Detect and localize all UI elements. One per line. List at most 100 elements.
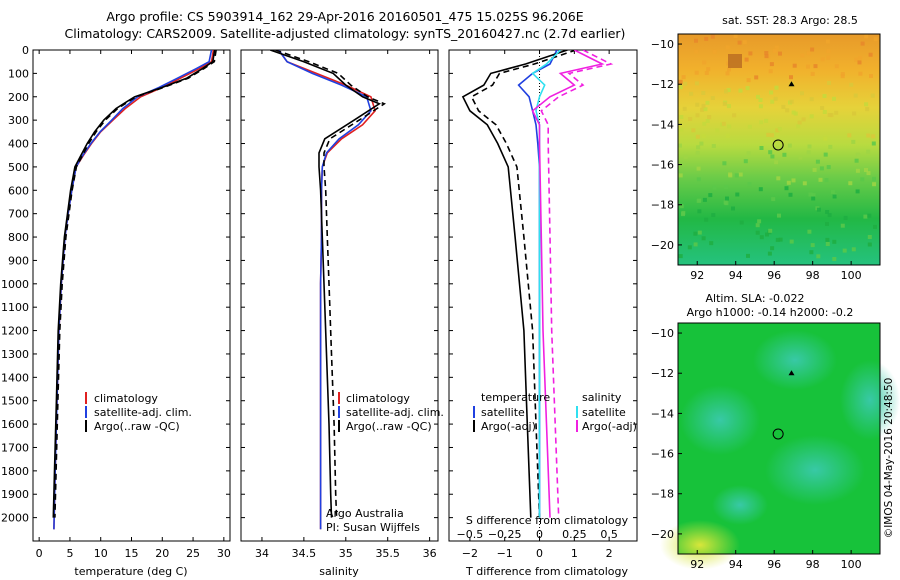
sst-pixel: [712, 185, 717, 190]
sst-map-ytick-label: −18: [651, 199, 674, 212]
sst-pixel: [854, 57, 859, 62]
depth-tick-label: 100: [8, 67, 29, 80]
sst-pixel: [768, 228, 773, 233]
sst-pixel: [742, 40, 747, 45]
sst-pixel: [770, 154, 775, 159]
temperature-axes-frame: [32, 49, 231, 542]
sst-pixel: [678, 85, 683, 90]
sst-pixel: [815, 159, 820, 164]
temperature-xtick-label: 10: [94, 547, 108, 560]
depth-tick-label: 700: [8, 208, 29, 221]
temperature-xlabel: temperature (deg C): [74, 565, 187, 578]
sst-pixel: [693, 231, 698, 236]
temperature-legend: climatology satellite-adj. clim. Argo(..…: [85, 392, 192, 433]
sst-pixel: [863, 214, 868, 219]
sla-map-title-1: Altim. SLA: -0.022: [705, 292, 804, 305]
sst-pixel: [712, 49, 717, 54]
title-line-1: Argo profile: CS 5903914_162 29-Apr-2016…: [106, 9, 583, 24]
sst-pixel: [759, 146, 764, 150]
sst-pixel: [775, 128, 780, 133]
sst-pixel: [701, 134, 706, 138]
difference-legend-s-argo: Argo(-adj): [582, 420, 637, 433]
sst-map-xtick-label: 92: [690, 269, 704, 282]
sst-pixel: [858, 55, 863, 60]
sst-pixel: [739, 220, 744, 225]
sst-pixel: [706, 67, 711, 72]
sst-pixel: [734, 173, 739, 178]
sst-pixel: [722, 161, 727, 166]
sst-pixel: [757, 219, 762, 224]
temperature-legend-argo: Argo(..raw -QC): [94, 420, 180, 433]
depth-tick-label: 900: [8, 254, 29, 267]
sla-map-xtick-label: 92: [690, 558, 704, 571]
sst-pixel: [832, 194, 837, 199]
salinity-diff-tick-label: −0.5: [457, 528, 484, 541]
sla-map-triangle-marker: [788, 370, 795, 376]
sst-pixel: [825, 39, 830, 44]
sst-pixel: [853, 93, 858, 98]
sst-pixel: [864, 102, 869, 107]
sst-pixel: [774, 45, 779, 50]
temperature-xtick-label: 25: [186, 547, 200, 560]
sst-pixel: [825, 237, 830, 242]
sst-pixel: [832, 239, 837, 244]
temperature-xtick-label: 5: [66, 547, 73, 560]
difference-xlabel-s: S difference from climatology: [466, 514, 629, 527]
difference-xtick-label: −1: [497, 547, 513, 560]
salinity-panel: 34 34.5 35 35.5 36 salinity climatology sate…: [240, 49, 444, 578]
sst-map-xtick-label: 96: [767, 269, 781, 282]
sst-pixel: [792, 63, 797, 68]
salinity-series-1: [278, 50, 372, 530]
sst-pixel: [679, 204, 684, 209]
sst-map-title: sat. SST: 28.3 Argo: 28.5: [722, 14, 858, 27]
sst-pixel: [834, 64, 839, 69]
sst-pixel: [758, 104, 763, 109]
sst-pixel: [822, 94, 827, 98]
sst-pixel: [810, 243, 815, 248]
sst-pixel: [688, 117, 693, 121]
sst-pixel: [826, 55, 831, 60]
sst-pixel: [756, 94, 760, 99]
sst-pixel: [778, 51, 782, 56]
sst-pixel: [764, 51, 769, 55]
sst-pixel: [704, 36, 709, 41]
sst-pixel: [755, 223, 760, 228]
imos-credit: ©IMOS 04-May-2016 20:48:50: [883, 378, 895, 539]
difference-panel: −2 −1 0 1 2 −0.5 −0.25 0 0.25 0.5 T difference fr…: [448, 49, 638, 578]
sst-pixel: [738, 88, 743, 93]
sst-pixel: [869, 74, 873, 78]
sst-pixel: [827, 113, 832, 117]
sst-pixel: [769, 90, 774, 95]
sst-pixel: [858, 71, 863, 76]
temperature-xtick-label: 0: [36, 547, 43, 560]
sst-pixel: [866, 133, 871, 138]
sst-pixel: [744, 57, 749, 62]
depth-tick-label: 1600: [1, 418, 29, 431]
sst-pixel: [851, 247, 856, 252]
sst-pixel: [847, 133, 852, 138]
sst-pixel: [722, 101, 727, 106]
sst-pixel: [848, 181, 853, 186]
sst-pixel: [725, 133, 730, 138]
sst-pixel: [809, 250, 814, 255]
sst-pixel: [681, 212, 685, 217]
sst-pixel: [770, 133, 774, 138]
sst-pixel: [710, 96, 715, 100]
sst-map-argo-marker: [772, 139, 784, 151]
sst-pixel: [731, 206, 735, 211]
sst-map-frame: [677, 33, 881, 266]
sst-pixel: [872, 182, 877, 187]
sst-pixel: [764, 54, 769, 59]
temperature-xtick-label: 15: [125, 547, 139, 560]
sst-pixel: [840, 72, 845, 76]
sst-pixel: [849, 82, 854, 87]
difference-series-3-raw: [540, 50, 614, 518]
sst-pixel: [679, 127, 684, 132]
sst-pixel: [697, 209, 702, 214]
difference-ticks: −2 −1 0 1 2 −0.5 −0.25 0 0.25 0.5: [449, 49, 637, 560]
sst-pixel: [807, 144, 812, 149]
sst-pixel: [747, 182, 752, 187]
salinity-xtick-label: 34.5: [292, 547, 317, 560]
sst-pixel: [867, 242, 872, 247]
sst-map-ytick-label: −20: [651, 239, 674, 252]
